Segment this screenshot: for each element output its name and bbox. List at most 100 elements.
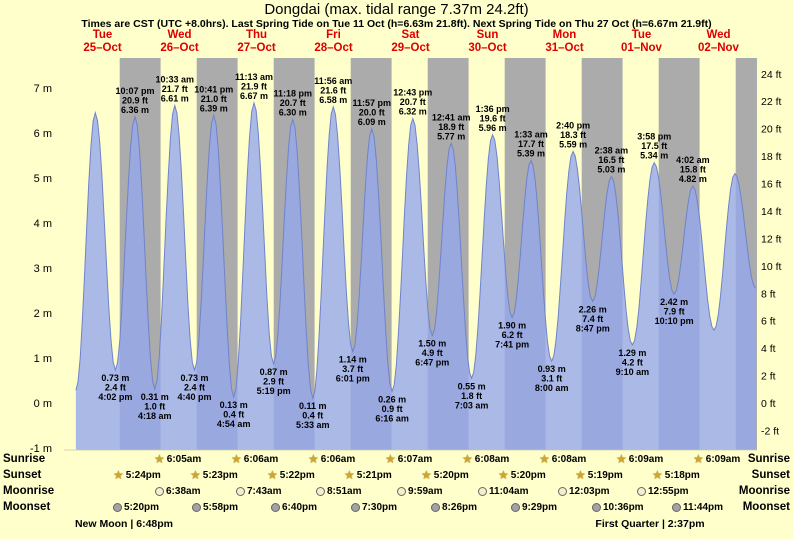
moon-icon: [592, 503, 601, 512]
moon-phase-label: New Moon | 6:48pm: [74, 518, 174, 530]
moonset-event: 5:20pm: [113, 500, 159, 515]
day-header: Wed 26–Oct: [141, 29, 218, 55]
sun-star-icon: ★: [308, 452, 319, 466]
low-tide-label: 0.93 m 3.1 ft 8:00 am: [535, 364, 569, 393]
low-tide-label: 0.73 m 2.4 ft 4:40 pm: [177, 373, 211, 402]
moonset-time: 10:36pm: [603, 502, 644, 513]
low-tide-label: 2.26 m 7.4 ft 8:47 pm: [576, 304, 610, 333]
day-date: 02–Nov: [698, 42, 739, 54]
moonrise-time: 11:04am: [489, 486, 529, 497]
high-tide-label: 4:02 am 15.8 ft 4.82 m: [676, 155, 710, 184]
high-tide-label: 10:33 am 21.7 ft 6.61 m: [156, 75, 195, 104]
sun-star-icon: ★: [190, 468, 201, 482]
low-tide-label: 0.26 m 0.9 ft 6:16 am: [375, 394, 409, 423]
high-tide-label: 11:56 am 21.6 ft 6.58 m: [314, 76, 352, 105]
moon-icon: [236, 487, 245, 496]
moon-icon: [511, 503, 520, 512]
moon-icon: [271, 503, 280, 512]
y-axis-right-tick: 20 ft: [761, 124, 782, 136]
y-axis-right-tick: 6 ft: [761, 316, 776, 328]
day-date: 01–Nov: [621, 42, 662, 54]
day-date: 28–Oct: [314, 42, 353, 54]
moonrise-event: 12:55pm: [637, 484, 689, 499]
y-axis-right-tick: 22 ft: [761, 96, 782, 108]
low-tide-label: 1.29 m 4.2 ft 9:10 am: [616, 348, 650, 377]
low-tide-label: 0.11 m 0.4 ft 5:33 am: [296, 401, 330, 430]
day-date: 29–Oct: [391, 42, 430, 54]
day-name: Tue: [92, 29, 113, 41]
y-axis-right-tick: 18 ft: [761, 151, 782, 163]
low-tide-label: 1.50 m 4.9 ft 6:47 pm: [415, 339, 449, 368]
sunrise-row-label-left: Sunrise: [3, 453, 46, 465]
high-tide-label: 11:13 am 21.9 ft 6.67 m: [235, 72, 273, 101]
sunset-time: 5:19pm: [587, 470, 623, 481]
moonrise-event: 9:59am: [397, 484, 442, 499]
y-axis-left-tick: -1 m: [30, 443, 52, 455]
y-axis-left-tick: 4 m: [34, 218, 52, 230]
day-name: Sat: [401, 29, 420, 41]
moon-icon: [558, 487, 567, 496]
day-header: Sat 29–Oct: [372, 29, 449, 55]
sunrise-time: 6:09am: [705, 454, 741, 465]
sun-star-icon: ★: [421, 468, 432, 482]
high-tide-label: 1:33 am 17.7 ft 5.39 m: [514, 130, 548, 159]
moon-icon: [316, 487, 325, 496]
day-name: Thu: [245, 29, 268, 41]
sunset-event: ★ 5:24pm: [113, 468, 161, 483]
moonset-event: 5:58pm: [192, 500, 238, 515]
sun-star-icon: ★: [385, 452, 396, 466]
y-axis-right-tick: 2 ft: [761, 371, 776, 383]
y-axis-left-tick: 2 m: [34, 308, 52, 320]
moonrise-event: 6:38am: [155, 484, 200, 499]
sunset-event: ★ 5:19pm: [575, 468, 623, 483]
sunset-event: ★ 5:20pm: [421, 468, 469, 483]
high-tide-label: 12:43 pm 20.7 ft 6.32 m: [393, 88, 432, 117]
day-header: Tue 25–Oct: [64, 29, 141, 55]
sunset-event: ★ 5:23pm: [190, 468, 238, 483]
moonrise-event: 7:43am: [236, 484, 281, 499]
sun-star-icon: ★: [616, 452, 627, 466]
high-tide-label: 1:36 pm 19.6 ft 5.96 m: [476, 104, 510, 133]
sun-star-icon: ★: [231, 452, 242, 466]
sunrise-event: ★ 6:09am: [693, 452, 740, 467]
moonrise-event: 11:04am: [478, 484, 528, 499]
low-tide-label: 1.14 m 3.7 ft 6:01 pm: [336, 355, 370, 384]
astro-rows: Sunrise Sunrise Sunset Sunset Moonrise M…: [0, 452, 793, 539]
moonset-time: 5:58pm: [203, 502, 239, 513]
sunrise-time: 6:06am: [320, 454, 356, 465]
y-axis-right-tick: -2 ft: [761, 425, 779, 437]
y-axis-left-tick: 0 m: [34, 398, 52, 410]
day-date: 30–Oct: [468, 42, 507, 54]
y-axis-right-tick: 4 ft: [761, 343, 776, 355]
moonset-row-label-right: Moonset: [742, 501, 790, 513]
sunset-time: 5:23pm: [202, 470, 238, 481]
moonrise-time: 12:55pm: [648, 486, 689, 497]
moonset-time: 6:40pm: [282, 502, 318, 513]
sunrise-event: ★ 6:08am: [462, 452, 509, 467]
moonrise-time: 7:43am: [247, 486, 282, 497]
moon-icon: [672, 503, 681, 512]
tide-area: [75, 102, 756, 451]
moonrise-row-label-left: Moonrise: [3, 485, 55, 497]
high-tide-label: 11:57 pm 20.0 ft 6.09 m: [353, 98, 392, 127]
moon-icon: [637, 487, 646, 496]
sunrise-event: ★ 6:05am: [154, 452, 201, 467]
moon-icon: [351, 503, 360, 512]
sunrise-event: ★ 6:09am: [616, 452, 663, 467]
sunrise-time: 6:05am: [166, 454, 202, 465]
moonset-event: 9:29pm: [511, 500, 557, 515]
sunrise-event: ★ 6:08am: [539, 452, 586, 467]
y-axis-right-tick: 10 ft: [761, 261, 782, 273]
moonrise-time: 12:03pm: [569, 486, 610, 497]
tide-curve-line: [75, 100, 757, 400]
high-tide-label: 2:40 pm 18.3 ft 5.59 m: [556, 121, 590, 150]
sunset-event: ★ 5:21pm: [344, 468, 392, 483]
low-tide-label: 0.87 m 2.9 ft 5:19 pm: [257, 367, 291, 396]
day-name: Wed: [706, 29, 731, 41]
moonset-time: 9:29pm: [522, 502, 558, 513]
high-tide-label: 10:41 pm 21.0 ft 6.39 m: [194, 84, 233, 113]
sunset-event: ★ 5:18pm: [652, 468, 700, 483]
sun-star-icon: ★: [693, 452, 704, 466]
moon-phase-label: First Quarter | 2:37pm: [595, 518, 705, 530]
